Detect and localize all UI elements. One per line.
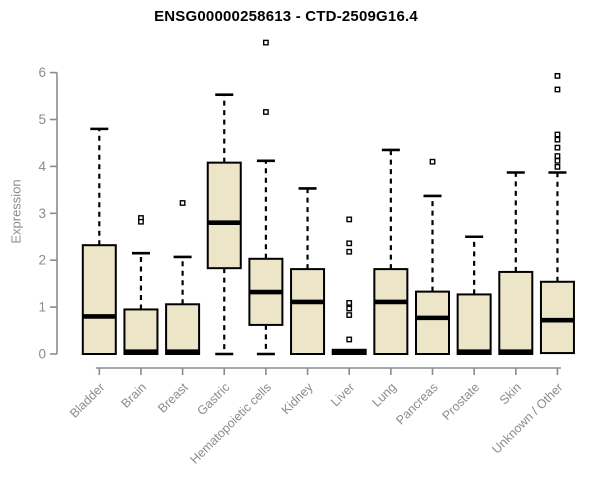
x-tick-label: Gastric: [194, 380, 232, 418]
y-tick-label: 4: [38, 159, 46, 174]
box-prostate: [456, 235, 492, 356]
x-tick-label: Pancreas: [393, 380, 440, 427]
x-tick-label: Kidney: [279, 380, 316, 417]
iqr-box: [456, 293, 492, 356]
outlier-point: [346, 299, 353, 306]
outlier-point: [554, 144, 561, 151]
outlier-point: [179, 200, 186, 206]
y-tick-label: 5: [38, 112, 46, 127]
box-gastric: [206, 93, 242, 356]
outlier-point: [346, 216, 353, 223]
x-tick-label: Lung: [369, 380, 399, 410]
outlier-point: [554, 86, 561, 93]
y-tick-label: 6: [38, 65, 46, 80]
iqr-box: [123, 308, 159, 356]
outlier-point: [554, 136, 561, 143]
x-tick-label: Bladder: [67, 380, 107, 420]
box-skin: [498, 171, 534, 355]
outlier-point: [138, 218, 144, 225]
box-lung: [373, 148, 409, 355]
outlier-point: [346, 305, 353, 312]
outlier-point: [346, 248, 353, 255]
x-tick-label: Brain: [119, 380, 150, 411]
y-tick-label: 0: [38, 347, 46, 362]
outlier-point: [346, 312, 353, 318]
outlier-point: [554, 131, 561, 138]
box-breast: [165, 200, 201, 356]
iqr-box: [539, 280, 575, 355]
iqr-box: [498, 270, 534, 355]
y-tick-label: 2: [38, 253, 46, 268]
outlier-point: [346, 336, 353, 343]
x-tick-label: Skin: [497, 380, 524, 407]
x-tick-label: Breast: [155, 380, 191, 416]
box-liver: [331, 216, 367, 355]
iqr-box: [165, 303, 201, 356]
box-brain: [123, 215, 159, 356]
iqr-box: [290, 268, 326, 355]
x-tick-label: Unknown / Other: [489, 380, 565, 456]
x-tick-label: Prostate: [439, 380, 482, 423]
outlier-point: [346, 240, 353, 247]
iqr-box: [206, 161, 242, 270]
outlier-point: [554, 72, 561, 79]
iqr-box: [373, 268, 409, 355]
chart-title: ENSG00000258613 - CTD-2509G16.4: [154, 8, 418, 25]
y-tick-label: 3: [38, 206, 46, 221]
box-hematopoietic-cells: [248, 39, 284, 356]
box-bladder: [81, 127, 117, 355]
outlier-point: [554, 163, 561, 170]
y-tick-label: 1: [38, 300, 46, 315]
x-tick-label: Liver: [328, 380, 357, 409]
y-axis-title: Expression: [8, 179, 24, 244]
outlier-point: [429, 158, 436, 165]
outlier-point: [554, 157, 561, 164]
box-unknown-other: [539, 72, 575, 355]
outlier-point: [554, 153, 561, 159]
iqr-box: [81, 244, 117, 355]
outlier-point: [263, 39, 269, 46]
box-pancreas: [415, 158, 450, 355]
box-kidney: [290, 187, 326, 355]
x-tick-label: Hematopoietic cells: [187, 380, 274, 467]
iqr-box: [415, 290, 450, 355]
outlier-point: [263, 109, 269, 115]
